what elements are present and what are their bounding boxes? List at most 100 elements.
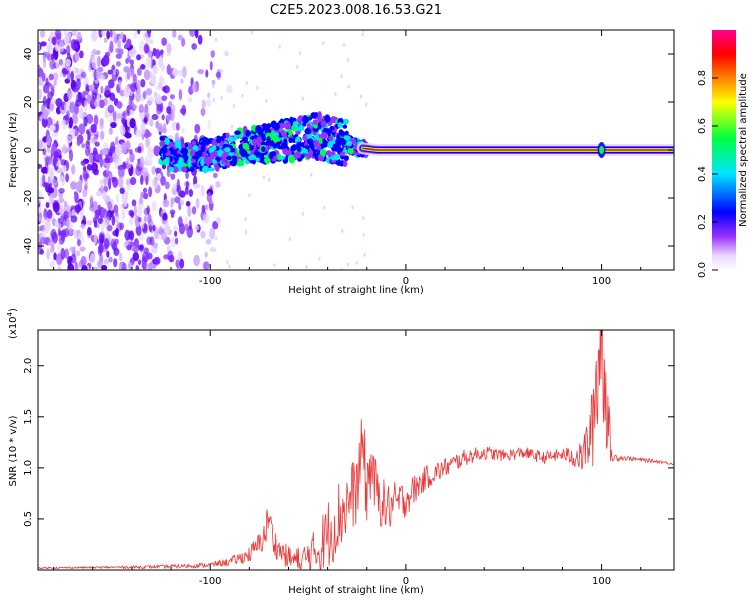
spectrogram-noise-mark [362,215,365,220]
spectrogram-noise-mark [148,186,153,198]
spectrogram-signal-mark [320,149,327,157]
spectrogram-x-tick-label: -100 [199,276,222,287]
spectrogram-signal-mark [280,129,285,137]
spectrogram-signal-mark [228,151,234,157]
spectrogram-noise-mark [178,201,182,211]
spectrogram-noise-mark [87,131,91,141]
spectrogram-noise-mark [100,85,104,94]
spectrogram-y-tick-label: 20 [23,96,34,109]
spectrogram-noise-mark [41,72,46,82]
colorbar-label: Normalized spectral amplitude [738,73,749,227]
spectrogram-noise-mark [155,167,162,174]
spectrogram-noise-mark [188,188,194,197]
spectrogram-noise-mark [118,48,124,56]
colorbar: 0.0 0.2 0.4 0.6 0.8 Normalized spectral ampl… [697,30,749,278]
spectrogram-signal-mark [255,125,262,133]
spectrogram-noise-mark [100,222,105,234]
spectrogram-noise-mark [132,104,138,110]
spectrogram-noise-mark [58,197,65,203]
spectrogram-noise-mark [121,262,127,270]
spectrogram-signal-mark [342,124,348,129]
spectrogram-noise-mark [148,157,153,167]
spectrogram-noise-mark [262,175,266,180]
spectrogram-y-tick-label: -20 [23,190,34,206]
spectrogram-carrier-band [361,147,673,151]
spectrogram-noise-mark [164,181,170,190]
spectrogram-noise-mark [147,146,154,159]
spectrogram-noise-mark [38,88,43,100]
spectrogram-noise-mark [153,231,160,240]
spectrogram-noise-mark [100,30,108,37]
spectrogram-noise-mark [93,233,98,245]
spectrogram-signal-mark [320,132,328,140]
spectrogram-y-tick-label: 40 [23,48,34,61]
spectrogram-signal-mark [187,142,193,150]
spectrogram-signal-mark [164,137,170,145]
spectrogram-x-tick-label: 0 [403,276,409,287]
spectrogram-noise-mark [140,64,146,70]
spectrogram-noise-mark [138,104,144,114]
spectrogram-noise-mark [38,214,42,223]
spectrogram-noise-mark [170,109,175,122]
spectrogram-noise-mark [85,140,91,149]
spectrogram-noise-mark [71,30,77,37]
spectrogram-noise-mark [111,176,116,183]
spectrogram-signal-mark [308,149,314,157]
spectrogram-noise-mark [191,82,198,94]
spectrogram-signal-mark [296,147,302,152]
spectrogram-noise-mark [158,56,164,68]
spectrogram-noise-mark [123,66,131,73]
spectrogram-noise-mark [152,64,158,75]
spectrogram-noise-mark [202,213,210,224]
spectrogram-noise-mark [119,125,126,137]
spectrogram-noise-mark [140,79,146,88]
spectrogram-noise-mark [169,94,175,100]
spectrogram-noise-mark [165,221,170,231]
spectrogram-signal-mark [192,144,199,151]
spectrogram-signal-mark [260,133,266,140]
spectrogram-noise-mark [126,110,131,117]
spectrogram-noise-mark [149,220,154,227]
spectrogram-noise-mark [120,31,124,39]
spectrogram-noise-mark [201,204,206,213]
spectrogram-noise-mark [71,164,76,175]
spectrogram-noise-mark [156,104,162,115]
spectrogram-noise-mark [162,199,170,208]
spectrogram-noise-mark [174,230,178,237]
spectrogram-signal-mark [248,155,255,161]
spectrogram-signal-mark [215,165,220,172]
spectrogram-noise-mark [174,196,181,204]
spectrogram-noise-mark [248,193,251,198]
spectrogram-noise-mark [161,37,168,46]
spectrogram-noise-mark [179,258,185,269]
spectrogram-noise-mark [38,193,41,205]
spectrogram-noise-mark [143,69,151,81]
spectrogram-noise-mark [50,53,55,61]
spectrogram-signal-mark [160,146,168,154]
spectrogram-noise-mark [42,95,47,106]
spectrogram-noise-mark [205,98,212,107]
spectrogram-signal-mark [228,136,235,142]
spectrogram-noise-mark [101,208,108,219]
spectrogram-noise-mark [114,137,119,146]
spectrogram-noise-mark [100,75,106,81]
spectrogram-noise-mark [53,151,59,159]
spectrogram-signal-mark [272,135,280,143]
spectrogram-signal-mark [237,158,242,164]
spectrogram-noise-mark [151,165,157,175]
spectrogram-noise-mark [110,141,116,152]
spectrogram-noise-mark [137,244,144,251]
spectrogram-signal-mark [302,116,309,124]
spectrogram-noise-mark [73,191,78,197]
colorbar-tick-label: 0.6 [697,118,708,134]
spectrogram-noise-mark [129,117,136,129]
spectrogram-signal-mark [340,138,347,146]
spectrogram-noise-mark [334,92,337,97]
spectrogram-noise-mark [191,206,197,215]
spectrogram-noise-mark [131,47,137,58]
spectrogram-noise-mark [76,78,81,90]
spectrogram-noise-mark [113,247,120,256]
spectrogram-noise-mark [55,97,63,108]
spectrogram-signal-mark [245,129,251,138]
spectrogram-signal-mark [333,147,341,152]
